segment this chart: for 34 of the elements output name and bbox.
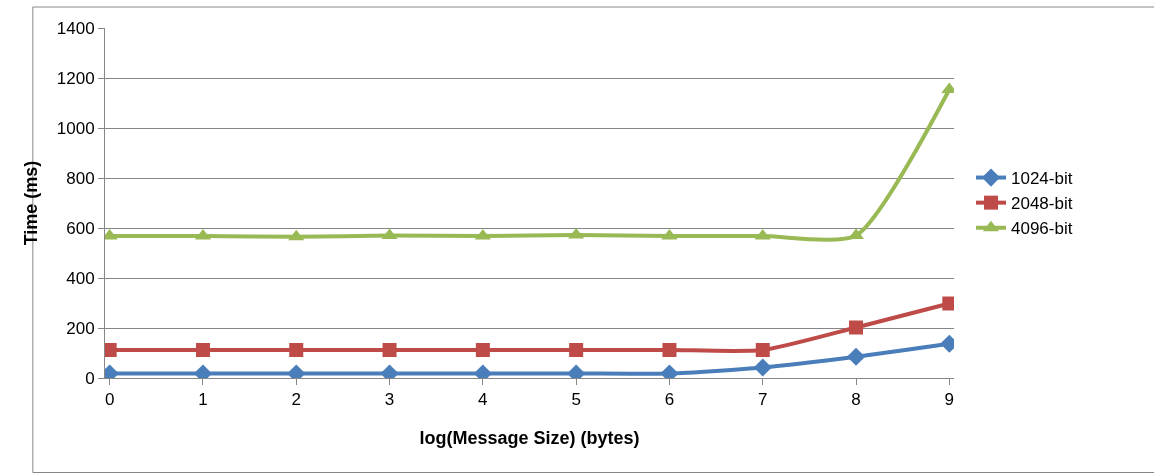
x-axis-title: log(Message Size) (bytes) xyxy=(419,427,640,448)
x-tick-label: 4 xyxy=(478,390,488,410)
point xyxy=(849,320,864,335)
x-tick-label: 1 xyxy=(198,390,208,410)
x-tick-label: 9 xyxy=(944,390,955,410)
x-tick-label: 5 xyxy=(571,390,581,410)
point xyxy=(846,347,866,366)
y-tick-label: 0 xyxy=(85,368,95,388)
x-tick-label: 6 xyxy=(664,390,675,410)
y-tick-label: 400 xyxy=(66,268,95,288)
x-tick-label: 3 xyxy=(384,390,395,410)
legend-label: 1024-bit xyxy=(1010,169,1073,189)
x-tick-label: 0 xyxy=(104,390,115,410)
y-tick-label: 1400 xyxy=(56,18,95,38)
y-axis-title: Time (ms) xyxy=(20,160,41,246)
point xyxy=(753,358,772,377)
y-tick-label: 1000 xyxy=(56,118,95,138)
point xyxy=(569,343,584,357)
x-tick-label: 8 xyxy=(851,390,861,410)
point xyxy=(662,343,677,357)
point xyxy=(475,343,490,357)
point xyxy=(755,343,770,357)
x-tick-label: 7 xyxy=(758,390,768,410)
point xyxy=(195,343,210,357)
y-tick-label: 800 xyxy=(66,168,95,188)
point xyxy=(288,229,305,241)
y-tick-label: 600 xyxy=(66,218,95,238)
legend-label: 2048-bit xyxy=(1010,194,1073,214)
x-tick-label: 2 xyxy=(291,390,301,410)
y-tick-label: 200 xyxy=(66,318,95,338)
legend-label: 4096-bit xyxy=(1010,219,1073,239)
point xyxy=(289,343,304,357)
y-tick-label: 1200 xyxy=(56,68,95,88)
point xyxy=(382,343,397,357)
